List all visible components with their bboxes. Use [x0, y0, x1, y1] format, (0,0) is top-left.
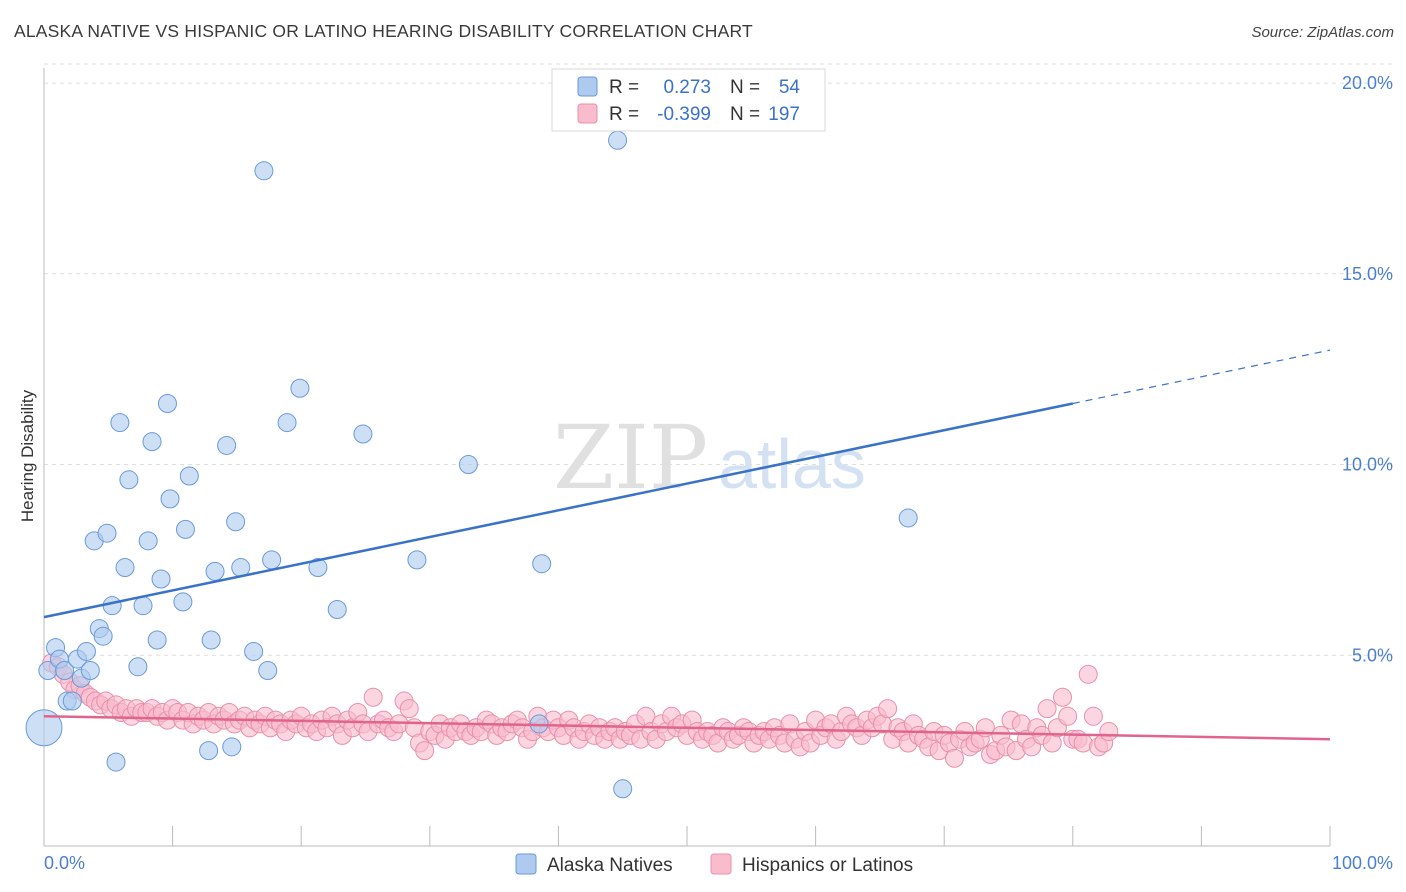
point-alaska — [115, 558, 135, 578]
source-label: Source: ZipAtlas.com — [1251, 24, 1394, 41]
point-alaska — [93, 626, 113, 646]
point-alaska — [106, 752, 126, 772]
legend-swatch-alaska — [577, 76, 598, 97]
bottom-legend-label-hispanic: Hispanics or Latinos — [742, 855, 913, 876]
point-alaska — [226, 512, 246, 532]
trend-line-alaska — [43, 402, 1074, 619]
point-alaska — [76, 641, 96, 661]
point-alaska — [407, 550, 427, 570]
point-alaska — [110, 413, 130, 433]
point-alaska — [142, 432, 162, 452]
legend-n-label-alaska: N = — [730, 77, 760, 98]
watermark-atlas: atlas — [718, 425, 866, 503]
point-hispanic — [944, 748, 964, 768]
point-hispanic — [1099, 722, 1119, 742]
y-axis-title: Hearing Disability — [18, 389, 37, 522]
point-alaska — [205, 561, 225, 581]
x-axis-ticks — [43, 826, 1331, 846]
point-alaska — [25, 709, 63, 747]
point-hispanic — [415, 741, 435, 761]
legend-swatch-hispanic — [577, 103, 598, 124]
point-alaska — [613, 779, 633, 799]
legend-r-value-alaska: 0.273 — [663, 77, 711, 98]
point-alaska — [199, 741, 219, 761]
point-alaska — [290, 378, 310, 398]
point-alaska — [277, 413, 297, 433]
legend-n-value-hispanic: 197 — [768, 104, 800, 125]
watermark-zip: ZIP — [553, 406, 708, 509]
point-alaska — [244, 641, 264, 661]
point-alaska — [217, 435, 237, 455]
y-tick-label: 10.0% — [1342, 455, 1393, 475]
point-hispanic — [1037, 699, 1057, 719]
point-alaska — [458, 455, 478, 475]
point-alaska — [898, 508, 918, 528]
bottom-legend-swatch-hispanic — [710, 853, 732, 875]
point-alaska — [102, 596, 122, 616]
bottom-legend-label-alaska: Alaska Natives — [547, 855, 673, 876]
point-alaska — [62, 691, 82, 711]
point-alaska — [608, 130, 628, 150]
point-hispanic — [1078, 664, 1098, 684]
trend-line-hispanic — [43, 715, 1331, 741]
point-alaska — [258, 661, 278, 681]
point-hispanic — [1058, 706, 1078, 726]
point-alaska — [157, 394, 177, 414]
point-alaska — [327, 599, 347, 619]
point-alaska — [147, 630, 167, 650]
legend-n-label-hispanic: N = — [730, 104, 760, 125]
point-alaska — [201, 630, 221, 650]
point-alaska — [308, 558, 328, 578]
y-tick-labels: 5.0% 10.0% 15.0% 20.0% — [1342, 73, 1393, 665]
point-alaska — [160, 489, 180, 509]
point-alaska — [222, 737, 242, 757]
point-hispanic — [1053, 687, 1073, 707]
series-alaska-points — [25, 130, 918, 799]
y-tick-label: 20.0% — [1342, 73, 1393, 93]
point-alaska — [151, 569, 171, 589]
bottom-legend-swatch-alaska — [515, 853, 537, 875]
point-alaska — [254, 161, 274, 181]
point-alaska — [262, 550, 282, 570]
legend-n-value-alaska: 54 — [779, 77, 801, 98]
legend-r-value-hispanic: -0.399 — [657, 104, 711, 125]
x-tick-label-min: 0.0% — [44, 853, 85, 873]
point-alaska — [353, 424, 373, 444]
point-hispanic — [363, 687, 383, 707]
x-tick-label-max: 100.0% — [1332, 853, 1393, 873]
point-alaska — [173, 592, 193, 612]
point-alaska — [138, 531, 158, 551]
series-legend: Alaska Natives Hispanics or Latinos — [515, 853, 913, 876]
legend-r-label-hispanic: R = — [609, 104, 639, 125]
point-alaska — [97, 523, 117, 543]
point-hispanic — [878, 699, 898, 719]
point-alaska — [55, 661, 75, 681]
point-alaska — [133, 596, 153, 616]
point-alaska — [179, 466, 199, 486]
point-hispanic — [399, 699, 419, 719]
legend-box — [551, 68, 826, 132]
correlation-legend: R = 0.273 N = 54 R = -0.399 N = 197 — [551, 68, 826, 132]
trend-line-alaska-extension — [1072, 349, 1331, 405]
point-hispanic — [1083, 706, 1103, 726]
point-alaska — [80, 661, 100, 681]
trend-lines — [43, 349, 1331, 741]
point-alaska — [119, 470, 139, 490]
chart-title: ALASKA NATIVE VS HISPANIC OR LATINO HEAR… — [14, 21, 753, 41]
y-tick-label: 5.0% — [1352, 645, 1393, 665]
legend-r-label-alaska: R = — [609, 77, 639, 98]
point-alaska — [532, 554, 552, 574]
y-tick-label: 15.0% — [1342, 264, 1393, 284]
point-alaska — [175, 519, 195, 539]
point-alaska — [128, 657, 148, 677]
